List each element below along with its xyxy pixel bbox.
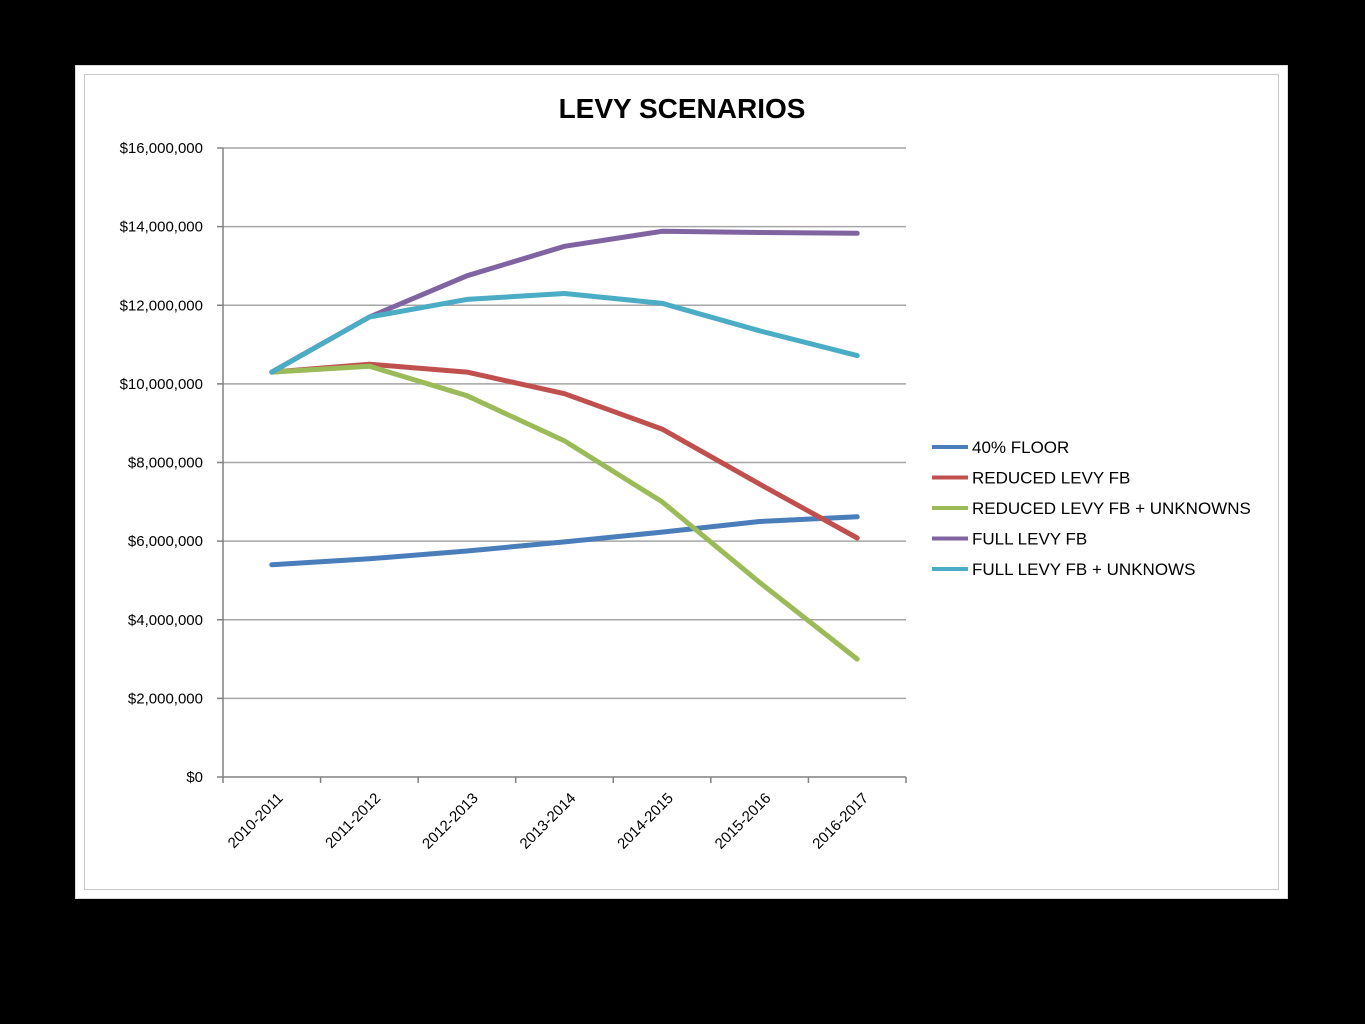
y-tick-label: $8,000,000 (128, 455, 203, 472)
y-tick-label: $4,000,000 (128, 612, 203, 629)
chart-area (84, 74, 1279, 890)
legend-label: REDUCED LEVY FB (972, 469, 1130, 488)
series-line-40-floor (269, 514, 860, 568)
x-tick-label: 2011-2012 (322, 790, 384, 852)
y-tick-label: $2,000,000 (128, 690, 203, 707)
y-tick-label: $16,000,000 (120, 140, 203, 157)
legend-label: FULL LEVY FB + UNKNOWS (972, 560, 1195, 579)
chart-frame (75, 65, 1288, 899)
x-tick-label: 2015-2016 (712, 790, 775, 853)
legend-label: 40% FLOOR (972, 438, 1069, 457)
x-tick-label: 2010-2011 (225, 790, 287, 852)
y-tick-label: $6,000,000 (128, 533, 203, 550)
legend-label: REDUCED LEVY FB + UNKNOWNS (972, 499, 1251, 518)
y-tick-label: $10,000,000 (120, 376, 203, 393)
legend-label: FULL LEVY FB (972, 530, 1087, 549)
y-tick-label: $0 (186, 769, 203, 786)
series-line-reduced-levy-fb-unknowns (269, 363, 860, 662)
x-tick-label: 2016-2017 (809, 790, 872, 853)
x-tick-label: 2013-2014 (517, 790, 580, 853)
series-line-reduced-levy-fb (269, 361, 860, 541)
y-tick-label: $14,000,000 (120, 219, 203, 236)
chart-title: LEVY SCENARIOS (559, 93, 806, 124)
y-tick-label: $12,000,000 (120, 297, 203, 314)
x-tick-label: 2012-2013 (419, 790, 482, 853)
series-line-full-levy-fb-unknows (269, 291, 860, 375)
series-line-full-levy-fb (269, 228, 860, 375)
x-tick-label: 2014-2015 (614, 790, 677, 853)
